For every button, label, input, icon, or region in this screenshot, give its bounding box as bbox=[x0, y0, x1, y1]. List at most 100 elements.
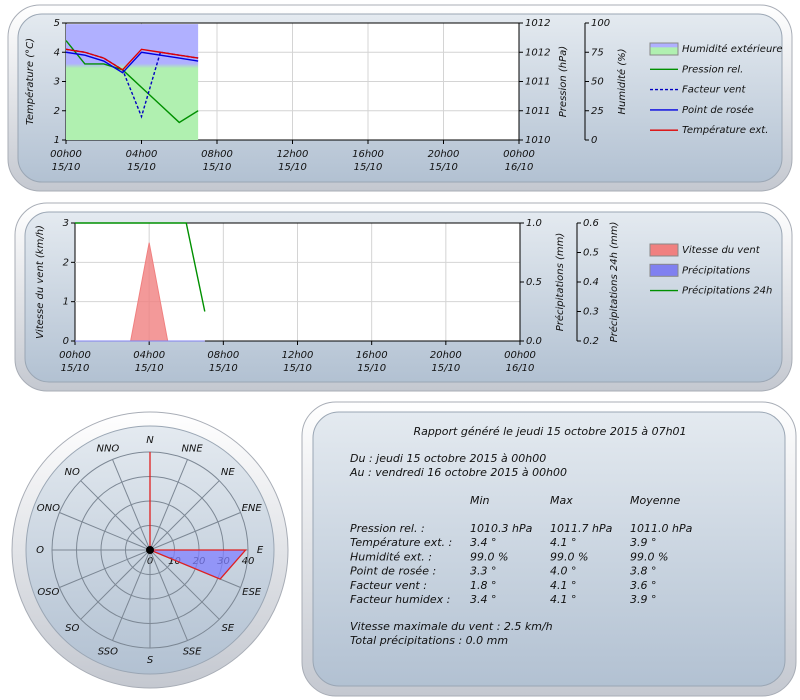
direction-label: S bbox=[147, 655, 154, 666]
direction-label: NE bbox=[221, 467, 235, 478]
x-tick-label: 04h00 bbox=[133, 350, 165, 361]
legend-label: Humidité extérieure bbox=[682, 43, 783, 55]
spoke bbox=[59, 549, 151, 588]
y3-tick-label: 0.6 bbox=[583, 218, 599, 229]
direction-label: SE bbox=[221, 623, 234, 634]
x-tick-date: 15/10 bbox=[203, 162, 232, 173]
spoke bbox=[80, 480, 151, 551]
table-cell: 3.3 ° bbox=[470, 565, 497, 578]
y-tick-label: 2 bbox=[63, 257, 69, 268]
report-period: Au : vendredi 16 octobre 2015 à 00h00 bbox=[349, 466, 567, 479]
y-tick-label: 2 bbox=[54, 106, 60, 117]
legend-label: Précipitations bbox=[682, 264, 750, 276]
table-cell: 99.0 % bbox=[550, 550, 588, 563]
table-cell: 4.1 ° bbox=[550, 536, 577, 549]
table-cell: 1011.0 hPa bbox=[630, 522, 693, 535]
direction-label: OSO bbox=[37, 587, 59, 598]
area-series bbox=[66, 24, 199, 141]
legend-swatch bbox=[649, 243, 679, 257]
spoke bbox=[149, 512, 241, 551]
table-cell: 3.4 ° bbox=[470, 593, 497, 606]
direction-label: SSE bbox=[183, 647, 202, 658]
table-cell: 4.0 ° bbox=[550, 565, 577, 578]
x-tick-date: 15/10 bbox=[278, 162, 307, 173]
spoke bbox=[149, 459, 188, 551]
direction-label: SSO bbox=[98, 647, 118, 658]
row-label: Point de rosée : bbox=[350, 565, 436, 578]
y-tick-label: 3 bbox=[63, 218, 69, 229]
table-cell: 3.4 ° bbox=[470, 536, 497, 549]
y2-tick-label: 0.0 bbox=[526, 336, 542, 347]
y3-tick-label: 100 bbox=[591, 18, 610, 29]
spoke bbox=[149, 549, 220, 620]
y3-axis-label: Précipitations 24h (mm) bbox=[608, 222, 620, 343]
y2-tick-label: 1.0 bbox=[526, 218, 542, 229]
y2-tick-label: 1011 bbox=[525, 106, 550, 117]
table-cell: 99.0 % bbox=[470, 550, 508, 563]
report-title: Rapport généré le jeudi 15 octobre 2015 … bbox=[413, 425, 686, 438]
direction-label: NO bbox=[65, 467, 80, 478]
spoke bbox=[80, 549, 151, 620]
x-tick-label: 00h00 bbox=[503, 149, 535, 160]
table-cell: 1.8 ° bbox=[470, 579, 497, 592]
radar-series bbox=[149, 452, 247, 580]
line-series bbox=[75, 222, 206, 312]
x-tick-label: 04h00 bbox=[126, 149, 158, 160]
table-cell: 1011.7 hPa bbox=[550, 522, 613, 535]
x-tick-label: 08h00 bbox=[201, 149, 233, 160]
x-tick-label: 12h00 bbox=[277, 149, 309, 160]
report-summary: Total précipitations : 0.0 mm bbox=[350, 634, 508, 647]
y2-tick-label: 1010 bbox=[525, 135, 550, 146]
x-tick-date: 16/10 bbox=[505, 162, 534, 173]
table-cell: 4.1 ° bbox=[550, 593, 577, 606]
x-tick-date: 16/10 bbox=[506, 363, 535, 374]
y-tick-label: 0 bbox=[63, 336, 69, 347]
legend-swatch bbox=[649, 263, 679, 277]
y-tick-label: 3 bbox=[54, 77, 60, 88]
r-tick-label: 40 bbox=[242, 556, 255, 567]
x-tick-date: 15/10 bbox=[357, 363, 386, 374]
x-tick-label: 20h00 bbox=[428, 149, 460, 160]
row-label: Pression rel. : bbox=[350, 522, 425, 535]
x-tick-date: 15/10 bbox=[209, 363, 238, 374]
y-axis-label: Vitesse du vent (km/h) bbox=[35, 225, 46, 339]
y-tick-label: 1 bbox=[54, 135, 60, 146]
line-series bbox=[65, 48, 199, 71]
x-tick-label: 20h00 bbox=[430, 350, 462, 361]
x-tick-date: 15/10 bbox=[61, 363, 90, 374]
x-tick-date: 15/10 bbox=[431, 363, 460, 374]
legend-label: Précipitations 24h bbox=[682, 285, 772, 297]
spoke bbox=[59, 512, 151, 551]
spoke bbox=[112, 549, 151, 641]
spoke bbox=[149, 480, 220, 551]
y3-tick-label: 0.5 bbox=[583, 248, 599, 259]
report-summary: Vitesse maximale du vent : 2.5 km/h bbox=[350, 620, 553, 633]
legend-label: Facteur vent bbox=[682, 85, 746, 96]
direction-label: ONO bbox=[37, 503, 60, 514]
y3-axis-label: Humidité (%) bbox=[616, 48, 628, 114]
row-label: Facteur humidex : bbox=[350, 593, 450, 606]
direction-label: E bbox=[257, 545, 264, 556]
table-header: Max bbox=[550, 494, 573, 507]
row-label: Température ext. : bbox=[350, 536, 452, 549]
x-tick-label: 00h00 bbox=[59, 350, 91, 361]
y2-axis-label: Précipitations (mm) bbox=[554, 233, 566, 332]
spoke bbox=[112, 459, 151, 551]
row-label: Facteur vent : bbox=[350, 579, 427, 592]
x-tick-label: 00h00 bbox=[50, 149, 82, 160]
y-tick-label: 4 bbox=[54, 47, 60, 58]
table-cell: 3.8 ° bbox=[630, 565, 657, 578]
spoke bbox=[149, 549, 188, 641]
x-tick-date: 15/10 bbox=[283, 363, 312, 374]
x-tick-label: 16h00 bbox=[356, 350, 388, 361]
direction-label: ESE bbox=[242, 587, 262, 598]
y-tick-label: 5 bbox=[54, 18, 60, 29]
report-period: Du : jeudi 15 octobre 2015 à 00h00 bbox=[350, 452, 546, 465]
legend-label: Pression rel. bbox=[682, 64, 743, 75]
y2-tick-label: 1012 bbox=[525, 47, 550, 58]
table-cell: 4.1 ° bbox=[550, 579, 577, 592]
row-label: Humidité ext. : bbox=[350, 550, 432, 563]
line-series bbox=[65, 40, 199, 124]
legend-label: Température ext. bbox=[682, 124, 768, 136]
y-axis-label: Température (°C) bbox=[24, 38, 36, 125]
